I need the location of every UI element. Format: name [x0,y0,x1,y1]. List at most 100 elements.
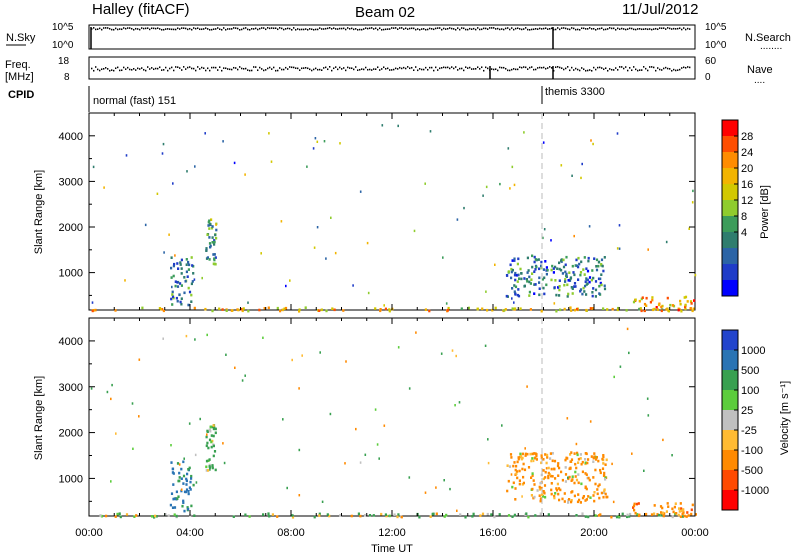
echo-cell [672,510,675,514]
echo-cell [556,464,560,468]
noise-sample [333,27,335,29]
echo-cell [570,286,573,289]
echo-cell [212,253,215,256]
freq-sample [591,69,593,72]
echo-cell [568,498,571,501]
echo-cell [170,266,173,270]
freq-sample [169,67,171,70]
noise-tick-right-high: 10^5 [705,22,727,33]
freq-sample [259,66,261,69]
echo-cell [318,512,321,516]
echo-cell [467,306,470,310]
echo-cell [564,458,567,462]
echo-cell [542,268,545,271]
echo-cell [182,482,185,485]
freq-sample [333,67,335,70]
freq-sample [605,67,607,70]
echo-cell [574,475,577,478]
echo-cell [207,446,210,450]
echo-cell [558,294,561,297]
echo-cell [524,454,527,457]
echo-cell [180,284,183,287]
noise-sample [261,27,263,29]
echo-cell [557,462,560,465]
freq-sample [329,66,331,68]
echo-cell [605,458,608,462]
sparse-echo-cell [526,385,528,388]
echo-cell [549,452,552,455]
noise-sample [463,27,465,30]
echo-cell [328,514,331,518]
echo-cell [577,461,580,464]
echo-cell [601,264,604,268]
echo-cell [545,266,548,269]
echo-cell [555,487,558,490]
echo-cell [185,258,188,261]
echo-cell [649,300,652,304]
sparse-echo-cell [484,344,487,347]
echo-cell [665,510,668,513]
noise-sample [159,28,161,30]
echo-cell [666,502,669,505]
echo-cell [570,460,573,463]
echo-cell [298,310,301,313]
freq-sample [175,66,177,68]
echo-cell [570,491,573,494]
echo-cell [603,471,606,475]
echo-cell [568,279,572,282]
noise-sample [135,27,137,30]
noise-sample [123,27,125,29]
freq-sample [315,67,317,70]
echo-cell [553,459,557,463]
echo-cell [214,233,217,237]
freq-sample [407,66,409,68]
colorbar-segment [722,232,738,249]
sparse-echo-cell [688,227,690,230]
echo-cell [514,293,517,296]
echo-cell [638,307,641,311]
echo-cell [597,264,600,268]
echo-cell [538,494,541,497]
sparse-echo-cell [355,427,357,431]
echo-cell [231,309,234,312]
echo-cell [511,307,514,310]
colorbar-segment [722,184,738,201]
echo-cell [534,268,537,271]
echo-cell [507,479,510,483]
sparse-echo-cell [194,165,196,168]
noise-sample [287,27,289,30]
colorbar-segment [722,330,738,351]
noise-sample [529,28,531,31]
echo-cell [211,309,214,313]
noise-sample [473,27,475,30]
echo-cell [526,452,529,456]
echo-cell [599,468,602,472]
echo-cell [555,293,558,297]
echo-cell [486,512,489,516]
echo-cell [214,468,217,472]
echo-cell [678,510,681,513]
freq-sample [215,66,217,69]
colorbar-frame [721,119,739,297]
freq-sample [603,68,605,71]
sparse-echo-cell [456,218,459,221]
echo-cell [460,307,463,310]
echo-cell [180,258,183,262]
echo-cell [158,307,161,310]
y-tick-label: 3000 [59,176,83,188]
echo-cell [263,307,266,310]
echo-cell [686,511,689,514]
echo-cell [513,257,516,261]
freq-sample [653,66,655,69]
freq-sample [665,66,667,69]
freq-sample [625,66,627,68]
freq-sample [371,69,373,71]
echo-cell [522,462,525,466]
echo-cell [208,458,211,461]
noise-sample [449,27,451,29]
echo-cell [171,293,174,296]
sparse-echo-cell [144,223,147,227]
echo-cell [574,470,577,474]
echo-cell [210,226,214,230]
freq-sample [325,66,327,69]
